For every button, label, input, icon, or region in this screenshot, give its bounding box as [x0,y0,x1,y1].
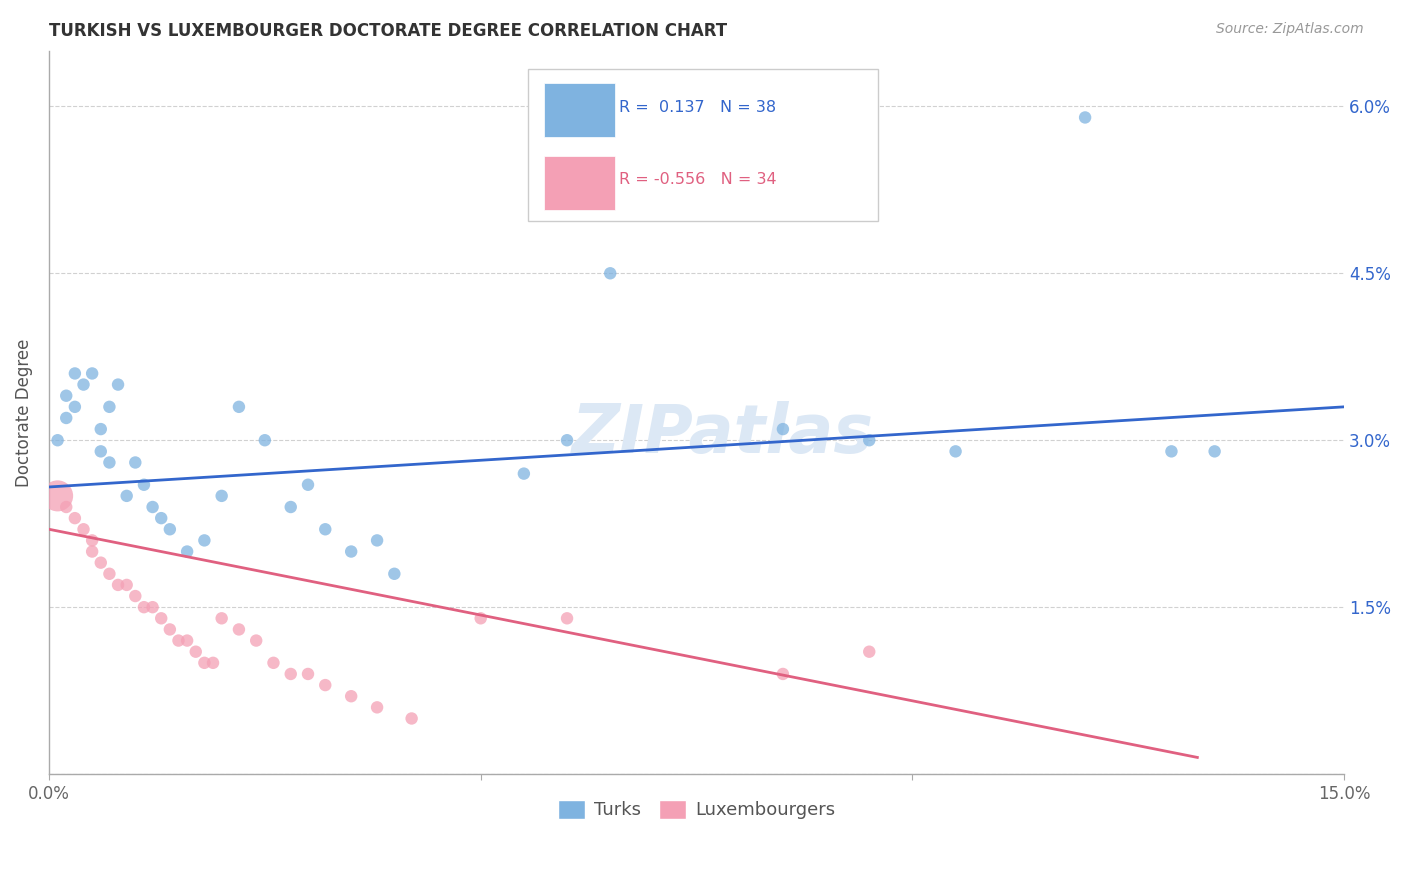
Point [470,611,492,625]
Point [115,489,138,503]
Point [382,566,405,581]
Point [55,411,77,425]
Point [858,434,880,448]
Point [176,544,198,558]
Point [772,667,794,681]
Point [55,500,77,514]
Point [132,477,155,491]
Point [1074,111,1097,125]
Point [245,633,267,648]
Text: TURKISH VS LUXEMBOURGER DOCTORATE DEGREE CORRELATION CHART: TURKISH VS LUXEMBOURGER DOCTORATE DEGREE… [49,22,727,40]
Point [176,633,198,648]
Point [1204,444,1226,458]
Point [280,667,302,681]
Point [98,455,121,469]
Point [90,422,112,436]
Point [98,400,121,414]
Point [1160,444,1182,458]
Point [167,633,190,648]
Point [555,434,578,448]
Point [772,422,794,436]
Text: R = -0.556   N = 34: R = -0.556 N = 34 [619,172,776,187]
Point [211,489,233,503]
Point [340,544,363,558]
Point [366,533,388,548]
Point [314,678,336,692]
Point [555,611,578,625]
Point [184,645,207,659]
Point [193,656,215,670]
Text: ZIPatlas: ZIPatlas [571,401,873,467]
Point [72,522,94,536]
Point [159,522,181,536]
Point [297,477,319,491]
Point [599,266,621,280]
Point [159,623,181,637]
Point [132,600,155,615]
Point [63,367,86,381]
Point [228,400,250,414]
Point [150,511,173,525]
Text: Source: ZipAtlas.com: Source: ZipAtlas.com [1216,22,1364,37]
Point [55,389,77,403]
Point [82,544,104,558]
Point [82,533,104,548]
FancyBboxPatch shape [529,69,877,220]
Point [228,623,250,637]
Point [280,500,302,514]
Point [193,533,215,548]
Point [253,434,276,448]
Text: R =  0.137   N = 38: R = 0.137 N = 38 [619,100,776,114]
Point [72,377,94,392]
Point [63,400,86,414]
Legend: Turks, Luxembourgers: Turks, Luxembourgers [551,793,842,827]
Point [90,556,112,570]
Point [142,600,165,615]
Point [115,578,138,592]
Point [150,611,173,625]
Point [513,467,536,481]
FancyBboxPatch shape [544,155,614,210]
Point [202,656,225,670]
Point [211,611,233,625]
Point [945,444,967,458]
Point [366,700,388,714]
Y-axis label: Doctorate Degree: Doctorate Degree [15,338,32,487]
Point [263,656,285,670]
Point [124,455,146,469]
Point [340,690,363,704]
Point [82,367,104,381]
Point [401,711,423,725]
FancyBboxPatch shape [544,83,614,137]
Point [98,566,121,581]
Point [858,645,880,659]
Point [107,377,129,392]
Point [107,578,129,592]
Point [46,434,69,448]
Point [314,522,336,536]
Point [142,500,165,514]
Point [297,667,319,681]
Point [124,589,146,603]
Point [90,444,112,458]
Point [46,489,69,503]
Point [63,511,86,525]
